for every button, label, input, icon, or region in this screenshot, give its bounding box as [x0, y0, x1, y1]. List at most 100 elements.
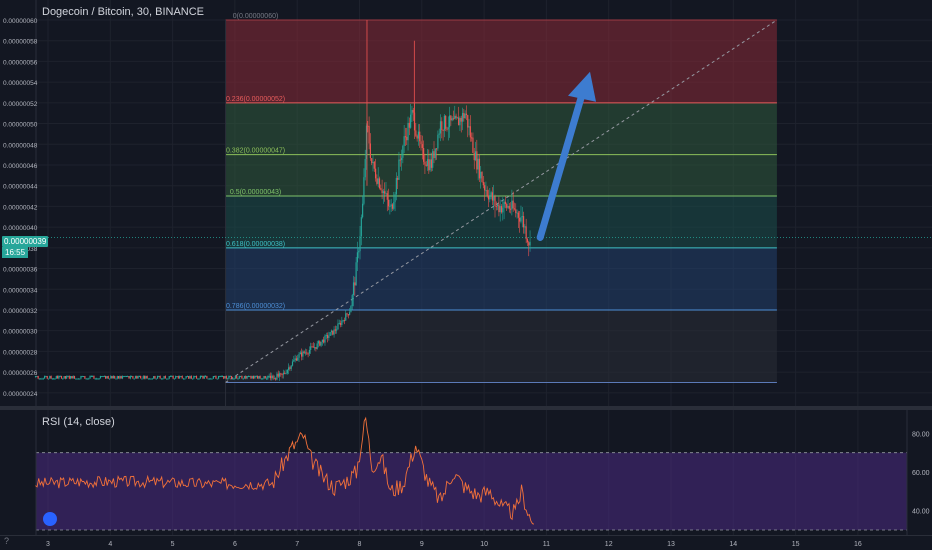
- price-tick-label: 0.00000024: [3, 391, 38, 398]
- candle-body: [432, 151, 434, 168]
- candle-body: [416, 135, 418, 139]
- candle-body: [339, 322, 342, 325]
- candle-body: [336, 329, 338, 331]
- candle-body: [50, 376, 52, 379]
- price-tick-label: 0.00000036: [3, 267, 38, 274]
- price-tick-label: 0.00000044: [3, 184, 38, 191]
- rsi-indicator-label[interactable]: RSI (14, close): [42, 416, 115, 428]
- candle-body: [387, 199, 390, 207]
- rsi-chart[interactable]: 80.00 60.00 40.00: [0, 410, 932, 535]
- candle-body: [317, 341, 320, 344]
- candle-body: [345, 313, 347, 321]
- candle-body: [299, 352, 301, 355]
- candle-body: [247, 376, 249, 378]
- candle-body: [321, 339, 323, 342]
- candle-body: [529, 241, 531, 246]
- candle-body: [195, 376, 198, 379]
- candle-body: [489, 195, 491, 200]
- candle-body: [103, 376, 105, 378]
- candle-body: [298, 354, 300, 358]
- candle-body: [337, 323, 339, 330]
- candle-body: [437, 134, 439, 149]
- candle-body: [435, 148, 438, 150]
- candle-body: [346, 313, 348, 315]
- candle-body: [446, 128, 448, 130]
- candle-body: [34, 376, 37, 378]
- candle-body: [342, 320, 344, 322]
- candle-body: [180, 376, 182, 378]
- candle-body: [308, 349, 311, 354]
- tradingview-logo-icon[interactable]: [43, 512, 57, 526]
- candle-body: [249, 376, 251, 378]
- candle-body: [108, 378, 111, 380]
- candle-body: [468, 126, 470, 128]
- candle-body: [252, 376, 255, 379]
- candle-body: [54, 378, 56, 380]
- candle-body: [95, 378, 98, 380]
- candle-body: [373, 161, 375, 169]
- candle-body: [397, 178, 399, 180]
- candle-body: [460, 117, 462, 122]
- candle-body: [76, 378, 78, 380]
- candle-body: [141, 378, 143, 380]
- candle-body: [168, 376, 170, 379]
- price-tick-label: 0.00000060: [3, 18, 38, 25]
- candle-body: [189, 376, 191, 379]
- candle-body: [105, 376, 107, 379]
- candle-body: [445, 115, 447, 129]
- fib-level-label: 0.786(0.00000032): [226, 303, 285, 310]
- time-axis[interactable]: 3 4 5 6 7 8 9 10 11 12 13 14 15 16: [0, 535, 932, 550]
- candle-body: [332, 330, 334, 335]
- candle-body: [410, 114, 412, 128]
- time-tick-label: 4: [108, 541, 112, 548]
- candle-body: [198, 378, 200, 380]
- candle-body: [255, 376, 257, 378]
- candle-body: [426, 159, 429, 166]
- candle-body: [223, 376, 225, 379]
- candle-body: [528, 242, 530, 246]
- price-tick-label: 0.00000034: [3, 287, 38, 294]
- candle-body: [214, 376, 216, 378]
- candle-body: [451, 118, 453, 121]
- candle-body: [173, 378, 176, 380]
- price-chart[interactable]: 0(0.00000060) 0.236(0.00000052) 0.382(0.00…: [0, 0, 932, 410]
- candle-body: [473, 152, 475, 161]
- candle-body: [502, 207, 504, 213]
- fib-level-label: 0.618(0.00000038): [226, 241, 285, 248]
- candle-body: [159, 376, 161, 379]
- candle-body: [120, 376, 122, 379]
- help-button[interactable]: ?: [4, 536, 10, 546]
- candle-body: [463, 112, 465, 119]
- candle-body: [465, 113, 468, 116]
- last-price-badge: 0.00000039: [2, 236, 49, 247]
- candle-body: [494, 196, 496, 207]
- candle-body: [367, 125, 369, 127]
- candle-body: [186, 376, 188, 378]
- candle-body: [365, 125, 368, 160]
- candle-body: [526, 239, 529, 243]
- candle-body: [415, 130, 417, 136]
- candle-body: [156, 376, 159, 379]
- candle-body: [324, 335, 326, 343]
- candle-body: [146, 376, 148, 379]
- candle-body: [190, 376, 192, 379]
- candle-body: [288, 367, 290, 370]
- candle-body: [284, 372, 286, 374]
- candle-body: [221, 376, 224, 378]
- rsi-tick-label: 40.00: [912, 509, 930, 516]
- candle-body: [330, 330, 333, 333]
- candle-body: [264, 376, 266, 379]
- candle-body: [128, 376, 130, 379]
- time-tick-label: 3: [46, 541, 50, 548]
- candle-body: [237, 378, 239, 380]
- price-tick-label: 0.00000048: [3, 142, 38, 149]
- candle-body: [197, 378, 199, 380]
- candle-body: [391, 204, 394, 209]
- candle-body: [63, 376, 65, 379]
- candle-body: [450, 115, 452, 121]
- candle-body: [267, 375, 269, 379]
- candle-body: [153, 376, 155, 379]
- candle-body: [313, 347, 316, 349]
- candle-body: [262, 378, 264, 380]
